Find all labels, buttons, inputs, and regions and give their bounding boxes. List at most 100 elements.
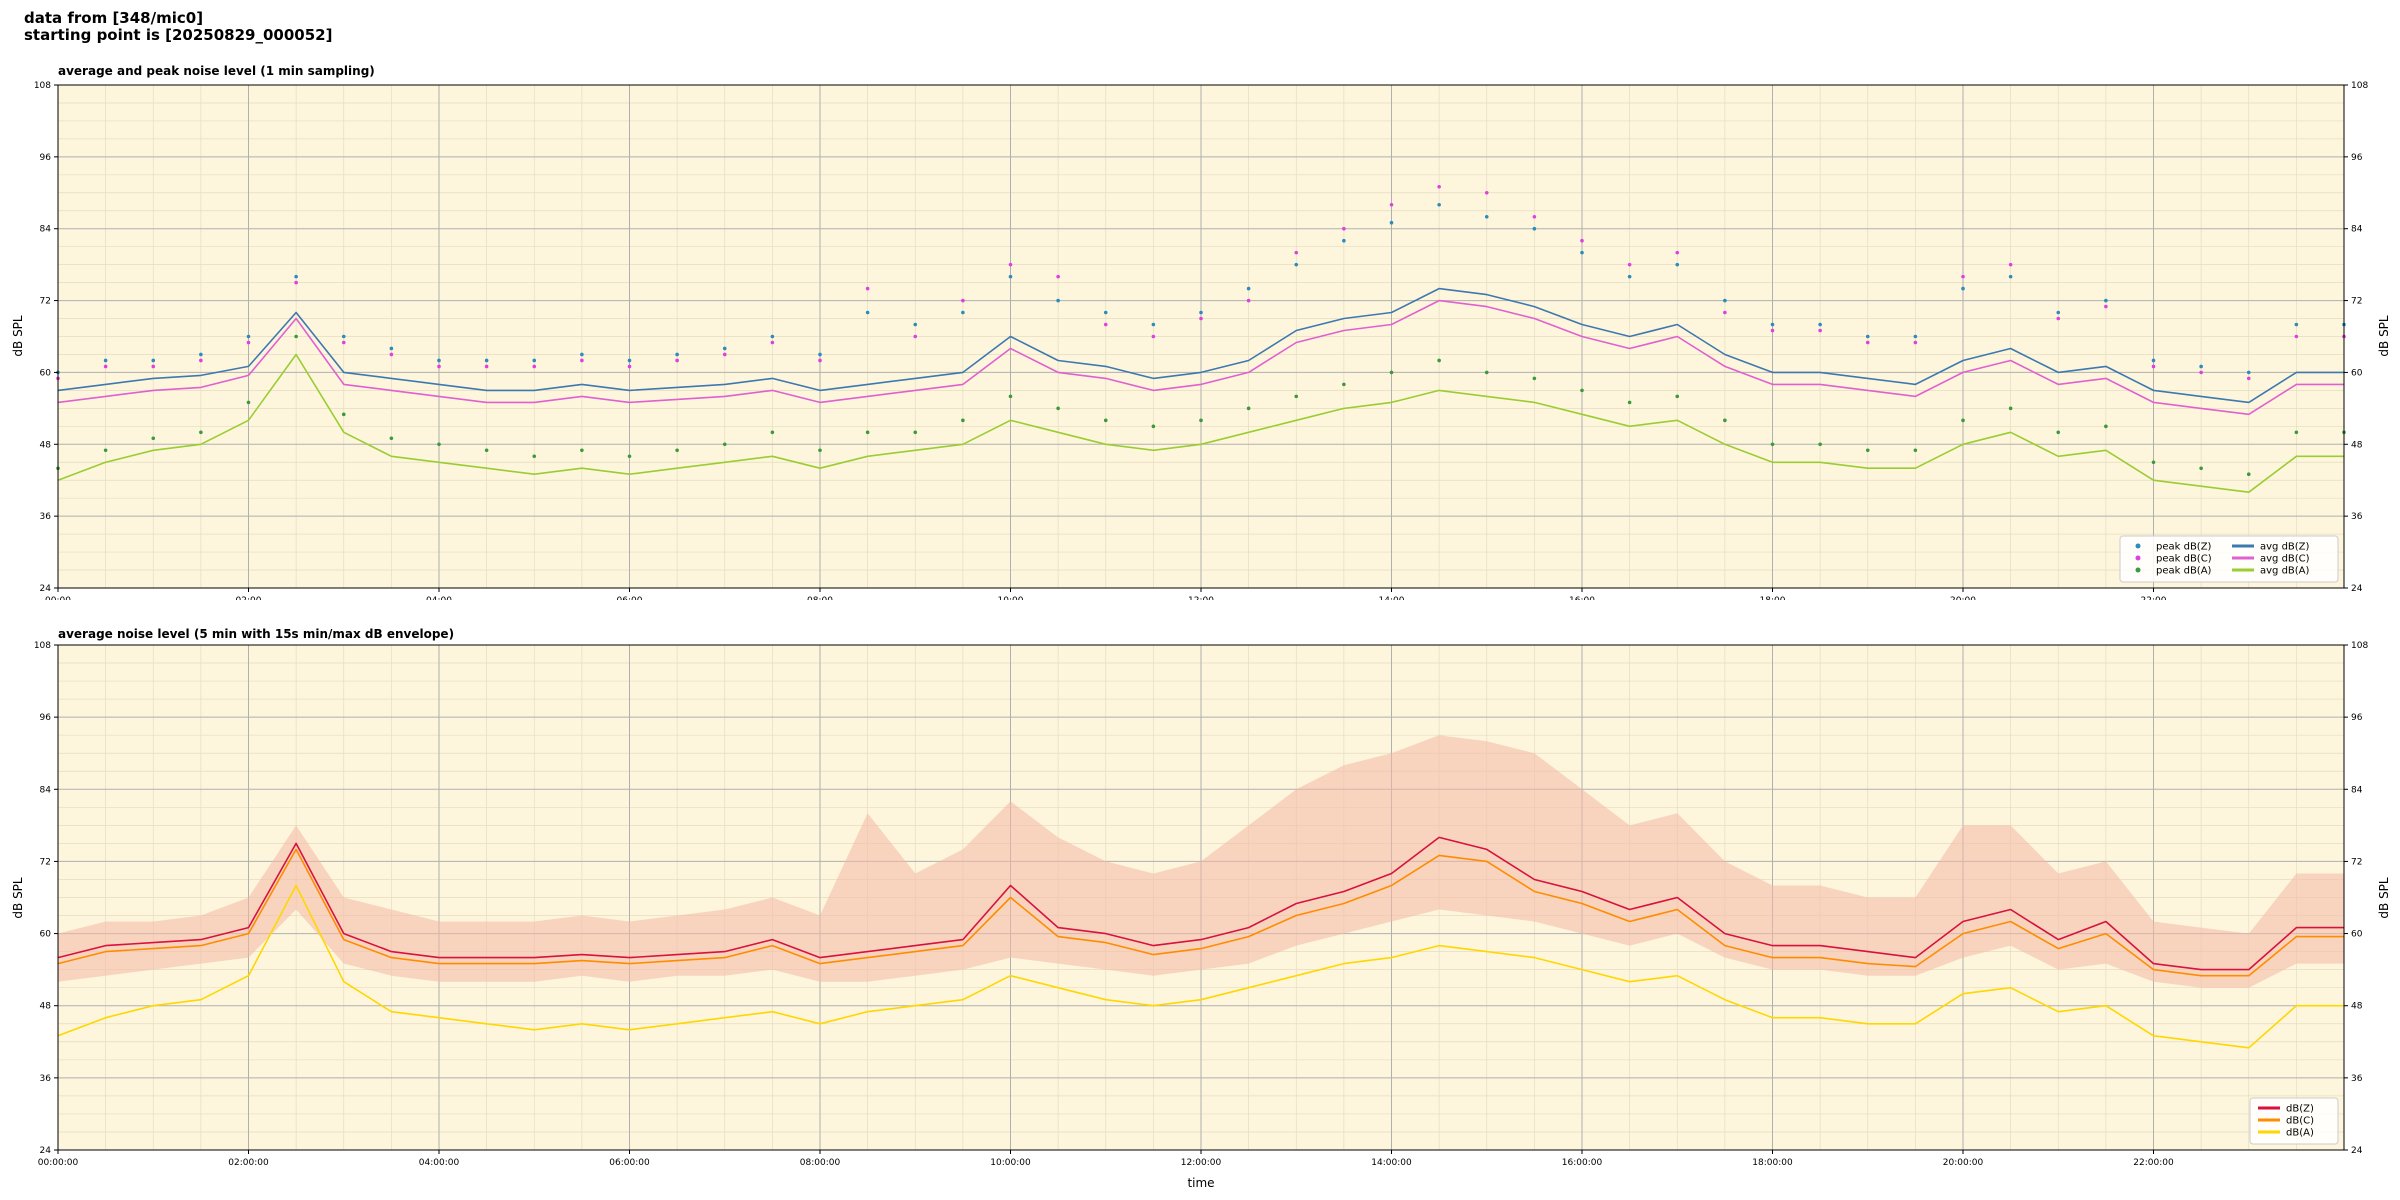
chart-1-ytick-label: 96 xyxy=(2351,153,2363,163)
chart-1-legend-label-avg-db-a: avg dB(A) xyxy=(2260,566,2310,577)
chart-1-point-peak-db-z xyxy=(199,352,203,357)
chart-1-point-peak-db-a xyxy=(2008,406,2013,411)
chart-1-point-peak-db-c xyxy=(722,352,727,357)
chart-1-point-peak-db-c xyxy=(1865,340,1870,345)
chart-1-point-peak-db-c xyxy=(1199,316,1203,321)
chart-1-title: average and peak noise level (1 min samp… xyxy=(58,64,375,78)
chart-1-point-peak-db-a xyxy=(1008,394,1013,399)
chart-1-legend-marker-peak-db-a xyxy=(2135,567,2141,573)
chart-1-point-peak-db-c xyxy=(770,340,775,345)
chart-1-point-peak-db-z xyxy=(437,358,441,363)
chart-1-point-peak-db-c xyxy=(1103,322,1108,327)
chart-1-legend-label-peak-db-z: peak dB(Z) xyxy=(2156,542,2212,553)
chart-1-legend-label-peak-db-c: peak dB(C) xyxy=(2156,554,2212,565)
chart-1-legend-marker-peak-db-z xyxy=(2135,543,2141,549)
chart-1-point-peak-db-z xyxy=(1770,322,1775,327)
chart-2-ylabel-right: dB SPL xyxy=(2377,877,2391,919)
header-start-point: starting point is [20250829_000052] xyxy=(24,26,333,44)
chart-1-point-peak-db-c xyxy=(1580,238,1584,243)
chart-1-point-peak-db-c xyxy=(865,286,870,291)
chart-1-point-peak-db-z xyxy=(1437,202,1441,207)
chart-1-point-peak-db-z xyxy=(1103,310,1108,315)
chart-1-point-peak-db-c xyxy=(1056,274,1060,279)
chart-1-point-peak-db-c xyxy=(1484,190,1489,195)
chart-1-line-avg-db-a xyxy=(57,353,2344,494)
chart-1-xtick-label: 20:00 xyxy=(1950,596,1976,600)
chart-1-point-peak-db-z xyxy=(580,352,584,357)
chart-1-line-avg-db-z xyxy=(57,287,2344,404)
chart-1-point-peak-db-a xyxy=(865,430,870,435)
chart-1-legend-marker-peak-db-c xyxy=(2135,555,2141,561)
chart-1-point-peak-db-a xyxy=(103,448,108,453)
chart-2-ytick-label: 108 xyxy=(34,641,51,651)
chart-1-point-peak-db-a xyxy=(294,334,298,339)
chart-2-line-db-z xyxy=(57,836,2344,971)
chart-1-point-peak-db-z xyxy=(913,322,918,327)
chart-1-point-peak-db-a xyxy=(2056,430,2061,435)
chart-1-point-peak-db-z xyxy=(1818,322,1822,327)
chart-1-point-peak-db-c xyxy=(294,280,298,285)
chart-1-point-peak-db-a xyxy=(1627,400,1632,405)
chart-1-point-peak-db-c xyxy=(2151,364,2156,369)
chart-1-point-peak-db-a xyxy=(484,448,489,453)
chart-1-point-peak-db-z xyxy=(484,358,489,363)
chart-1-point-peak-db-a xyxy=(675,448,679,453)
chart-2-xtick-label: 22:00:00 xyxy=(2133,1158,2174,1168)
chart-1-point-peak-db-a xyxy=(1103,418,1108,423)
chart-1-point-peak-db-c xyxy=(1723,310,1727,315)
chart-1-xtick-label: 18:00 xyxy=(1760,596,1786,600)
chart-1-point-peak-db-c xyxy=(1389,202,1394,207)
chart-1-point-peak-db-a xyxy=(1389,370,1394,375)
chart-2-ytick-label: 84 xyxy=(40,785,52,795)
chart-2-xtick-label: 12:00:00 xyxy=(1181,1158,1222,1168)
chart-1-point-peak-db-c xyxy=(1008,262,1013,267)
chart-2-plot: 24 24 36 36 48 48 60 60 72 72 84 84 96 96 108 108 00:00:… xyxy=(34,641,2369,1168)
chart-1-point-peak-db-a xyxy=(1151,424,1156,429)
chart-1-xtick-label: 16:00 xyxy=(1569,596,1595,600)
chart-1-point-peak-db-c xyxy=(1913,340,1918,345)
chart-2-ytick-label: 108 xyxy=(2351,641,2368,651)
chart-1-ytick-label: 84 xyxy=(2351,225,2363,235)
chart-1-point-peak-db-z xyxy=(1627,274,1632,279)
chart-1-point-peak-db-c xyxy=(961,298,965,303)
chart-1-point-peak-db-c xyxy=(1437,184,1441,189)
chart-1-point-peak-db-a xyxy=(1913,448,1918,453)
chart-2-ytick-label: 24 xyxy=(40,1146,52,1156)
chart-1-point-peak-db-a xyxy=(1818,442,1822,447)
chart-1-point-peak-db-c xyxy=(2008,262,2013,267)
chart-1-point-peak-db-a xyxy=(1294,394,1299,399)
chart-2-xtick-label: 00:00:00 xyxy=(38,1158,79,1168)
chart-1-point-peak-db-a xyxy=(1246,406,1251,411)
chart-2-legend-label-db-z: dB(Z) xyxy=(2286,1104,2314,1115)
chart-1-point-peak-db-a xyxy=(2199,466,2203,471)
chart-1-point-peak-db-a xyxy=(2151,460,2156,465)
chart-1-point-peak-db-z xyxy=(2151,358,2156,363)
chart-1-point-peak-db-a xyxy=(580,448,584,453)
chart-1-legend-label-avg-db-c: avg dB(C) xyxy=(2260,554,2310,565)
chart-1-point-peak-db-c xyxy=(1675,250,1680,255)
chart-1-point-peak-db-z xyxy=(722,346,727,351)
chart-1-point-peak-db-z xyxy=(1294,262,1299,267)
chart-1-point-peak-db-z xyxy=(1532,226,1537,231)
chart-1-point-peak-db-z xyxy=(1723,298,1727,303)
chart-1-point-peak-db-c xyxy=(2056,316,2061,321)
chart-1-point-peak-db-z xyxy=(1342,238,1346,243)
chart-1-point-peak-db-a xyxy=(961,418,965,423)
chart-2-ytick-label: 72 xyxy=(2351,857,2362,867)
chart-2-ytick-label: 48 xyxy=(2351,1002,2363,1012)
chart-2-ytick-label: 24 xyxy=(2351,1146,2363,1156)
chart-1-point-peak-db-c xyxy=(2104,304,2108,309)
chart-1-ytick-label: 48 xyxy=(2351,440,2363,450)
chart-1-point-peak-db-c xyxy=(1342,226,1346,231)
chart-1-point-peak-db-a xyxy=(1056,406,1060,411)
chart-1-point-peak-db-a xyxy=(722,442,727,447)
chart-1-point-peak-db-z xyxy=(627,358,632,363)
chart-1-point-peak-db-z xyxy=(1151,322,1156,327)
chart-2-legend-label-db-a: dB(A) xyxy=(2286,1128,2314,1139)
chart-2-xtick-label: 14:00:00 xyxy=(1371,1158,1412,1168)
chart-1-point-peak-db-c xyxy=(913,334,918,339)
chart-2-ylabel: dB SPL xyxy=(11,877,25,919)
chart-2-xtick-label: 02:00:00 xyxy=(228,1158,269,1168)
chart-1-xtick-label: 08:00 xyxy=(807,596,833,600)
chart-1-xtick-label: 22:00 xyxy=(2141,596,2167,600)
